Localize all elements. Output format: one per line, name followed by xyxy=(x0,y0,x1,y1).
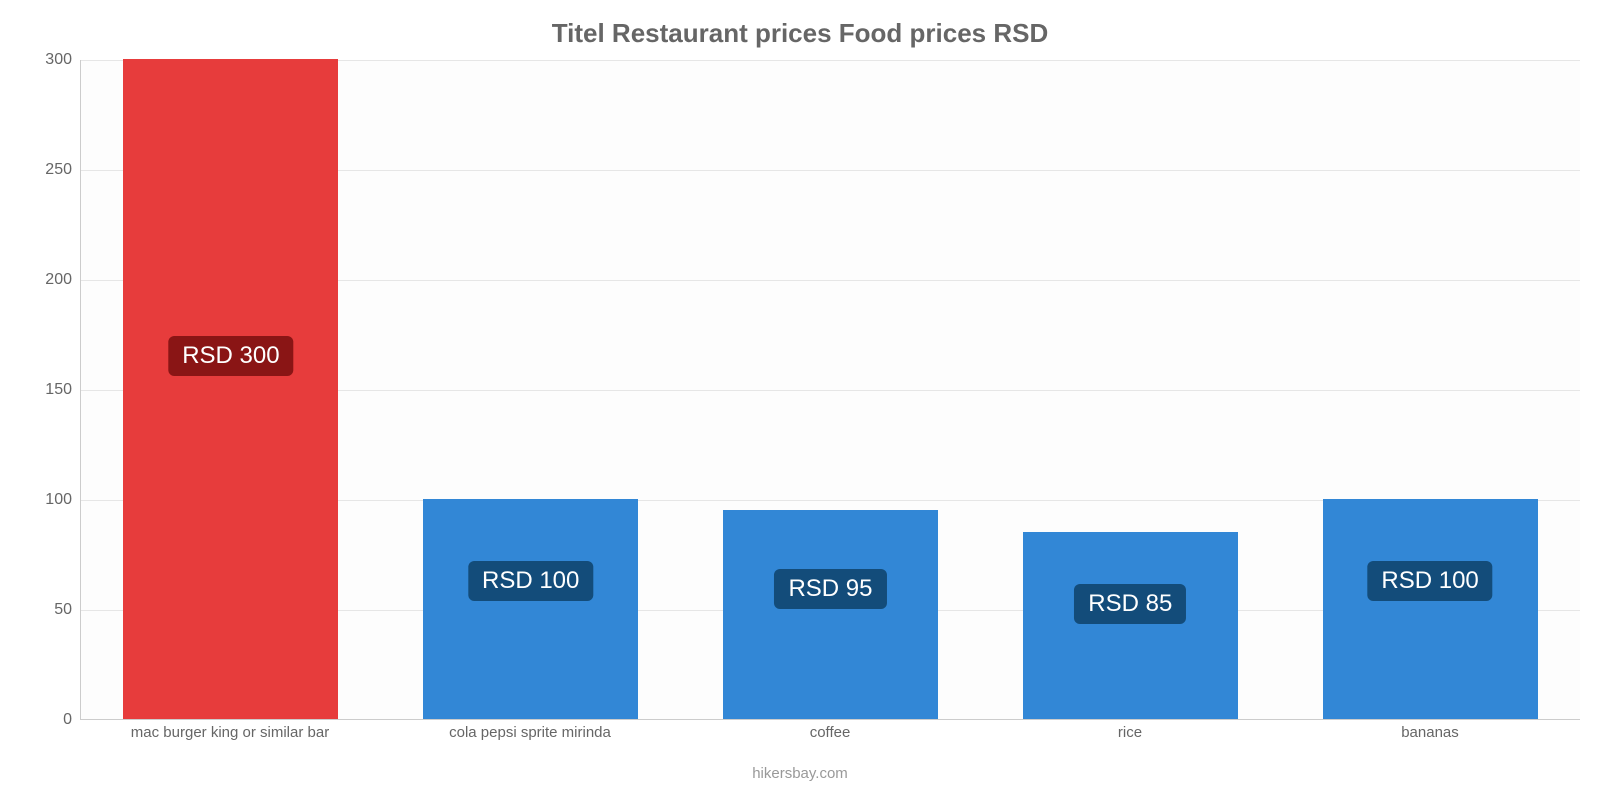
ytick-label: 200 xyxy=(12,271,72,289)
x-axis-label: coffee xyxy=(680,724,980,741)
bar-slot: RSD 85 xyxy=(980,60,1280,719)
attribution-text: hikersbay.com xyxy=(0,765,1600,782)
value-badge: RSD 100 xyxy=(468,561,593,601)
x-axis-labels: mac burger king or similar barcola pepsi… xyxy=(80,724,1580,741)
bar: RSD 95 xyxy=(723,510,938,719)
chart-container: Titel Restaurant prices Food prices RSD … xyxy=(0,0,1600,800)
bars-row: RSD 300 RSD 100 RSD 95 RSD 85 RSD 100 xyxy=(81,60,1580,719)
value-badge: RSD 95 xyxy=(774,569,886,609)
ytick-label: 250 xyxy=(12,161,72,179)
plot-area: RSD 300 RSD 100 RSD 95 RSD 85 RSD 100 xyxy=(80,60,1580,720)
ytick-label: 150 xyxy=(12,381,72,399)
bar: RSD 300 xyxy=(123,59,338,719)
bar-slot: RSD 300 xyxy=(81,60,381,719)
x-axis-label: rice xyxy=(980,724,1280,741)
bar-slot: RSD 100 xyxy=(381,60,681,719)
ytick-label: 50 xyxy=(12,601,72,619)
ytick-label: 100 xyxy=(12,491,72,509)
ytick-label: 300 xyxy=(12,51,72,69)
x-axis-label: cola pepsi sprite mirinda xyxy=(380,724,680,741)
bar-slot: RSD 95 xyxy=(681,60,981,719)
bar: RSD 100 xyxy=(423,499,638,719)
value-badge: RSD 100 xyxy=(1367,561,1492,601)
ytick-label: 0 xyxy=(12,711,72,729)
bar: RSD 85 xyxy=(1023,532,1238,719)
x-axis-label: mac burger king or similar bar xyxy=(80,724,380,741)
value-badge: RSD 85 xyxy=(1074,584,1186,624)
bar-slot: RSD 100 xyxy=(1280,60,1580,719)
bar: RSD 100 xyxy=(1323,499,1538,719)
x-axis-label: bananas xyxy=(1280,724,1580,741)
chart-title: Titel Restaurant prices Food prices RSD xyxy=(0,18,1600,49)
value-badge: RSD 300 xyxy=(168,336,293,376)
